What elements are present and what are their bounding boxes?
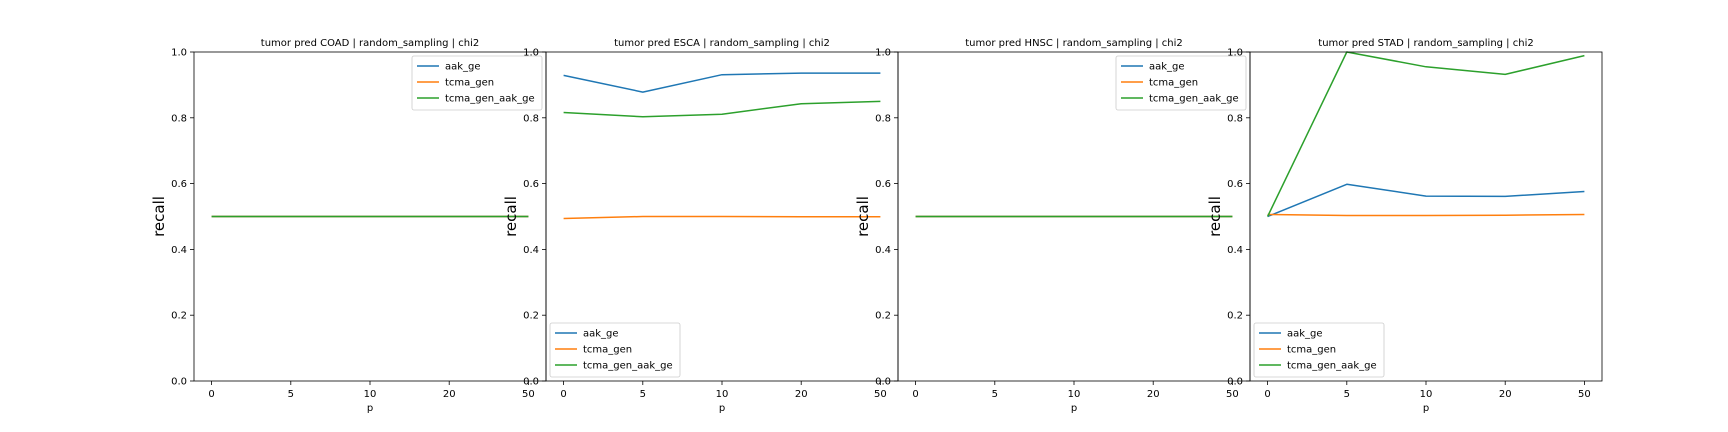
chart-title: tumor pred COAD | random_sampling | chi2: [261, 38, 479, 49]
chart-panel-1: tumor pred ESCA | random_sampling | chi2…: [502, 38, 899, 414]
legend-label: tcma_gen: [1149, 78, 1198, 89]
y-tick-label: 0.0: [1227, 377, 1243, 388]
y-tick-label: 0.2: [1227, 311, 1243, 322]
y-axis-label: recall: [1206, 196, 1224, 237]
x-axis-label: p: [1071, 403, 1077, 414]
y-tick-label: 0.4: [875, 245, 891, 256]
y-tick-label: 0.4: [523, 245, 539, 256]
y-tick-label: 0.8: [875, 113, 891, 124]
legend-box: [1253, 322, 1385, 378]
x-tick-label: 5: [288, 389, 294, 400]
legend-label: tcma_gen: [1287, 345, 1336, 356]
legend: aak_ge tcma_gen tcma_gen_aak_ge: [1253, 322, 1385, 378]
x-tick-label: 50: [1226, 389, 1239, 400]
x-tick-label: 20: [1499, 389, 1512, 400]
chart-title: tumor pred HNSC | random_sampling | chi2: [965, 38, 1183, 49]
y-tick-label: 1.0: [171, 48, 187, 59]
y-tick-label: 0.8: [1227, 113, 1243, 124]
series-line-tcma_gen: [563, 215, 881, 220]
y-tick-label: 0.2: [523, 311, 539, 322]
chart-panel-3: tumor pred STAD | random_sampling | chi2…: [1206, 38, 1603, 414]
y-tick-label: 0.8: [171, 113, 187, 124]
x-axis-label: p: [719, 403, 725, 414]
legend-label: aak_ge: [445, 62, 481, 73]
y-tick-label: 0.2: [875, 311, 891, 322]
x-tick-label: 50: [522, 389, 535, 400]
y-tick-label: 0.2: [171, 311, 187, 322]
legend-label: tcma_gen_aak_ge: [1149, 94, 1239, 105]
x-tick-label: 50: [1578, 389, 1591, 400]
y-tick-label: 0.6: [171, 179, 187, 190]
series-line-tcma_gen: [1267, 213, 1585, 217]
x-tick-label: 10: [1068, 389, 1081, 400]
chart-title: tumor pred ESCA | random_sampling | chi2: [614, 38, 830, 49]
y-axis-label: recall: [854, 196, 872, 237]
y-axis-label: recall: [502, 196, 520, 237]
y-tick-label: 1.0: [875, 48, 891, 59]
x-tick-label: 0: [1264, 389, 1270, 400]
x-tick-label: 5: [992, 389, 998, 400]
x-tick-label: 20: [1147, 389, 1160, 400]
x-tick-label: 20: [443, 389, 456, 400]
legend: aak_ge tcma_gen tcma_gen_aak_ge: [1115, 55, 1247, 111]
chart-title: tumor pred STAD | random_sampling | chi2: [1318, 38, 1533, 49]
x-tick-label: 5: [1344, 389, 1350, 400]
legend-label: tcma_gen: [583, 345, 632, 356]
legend-box: [549, 322, 681, 378]
y-tick-label: 0.6: [523, 179, 539, 190]
y-tick-label: 1.0: [523, 48, 539, 59]
series-line-tcma_gen_aak_ge: [1266, 51, 1585, 217]
chart-panel-2: tumor pred HNSC | random_sampling | chi2…: [854, 38, 1251, 414]
x-tick-label: 10: [716, 389, 729, 400]
legend-label: aak_ge: [1149, 62, 1185, 73]
x-tick-label: 0: [208, 389, 214, 400]
y-tick-label: 0.4: [171, 245, 187, 256]
y-tick-label: 0.4: [1227, 245, 1243, 256]
legend-box: [411, 55, 543, 111]
legend: aak_ge tcma_gen tcma_gen_aak_ge: [549, 322, 681, 378]
y-tick-label: 0.0: [171, 377, 187, 388]
series-line-aak_ge: [1267, 183, 1585, 218]
y-tick-label: 1.0: [1227, 48, 1243, 59]
x-tick-label: 5: [640, 389, 646, 400]
plot-frame: [1249, 51, 1603, 382]
legend-label: aak_ge: [583, 329, 619, 340]
series-line-tcma_gen_aak_ge: [563, 100, 881, 118]
legend-box: [1115, 55, 1247, 111]
x-axis-label: p: [1423, 403, 1429, 414]
x-tick-label: 50: [874, 389, 887, 400]
x-tick-label: 10: [1420, 389, 1433, 400]
legend-label: tcma_gen_aak_ge: [583, 361, 673, 372]
x-tick-label: 20: [795, 389, 808, 400]
y-tick-label: 0.6: [875, 179, 891, 190]
x-tick-label: 0: [560, 389, 566, 400]
x-tick-label: 10: [364, 389, 377, 400]
chart-panel-0: tumor pred COAD | random_sampling | chi2…: [150, 38, 547, 414]
series-line-aak_ge: [563, 72, 881, 93]
legend-label: tcma_gen_aak_ge: [445, 94, 535, 105]
legend-label: tcma_gen: [445, 78, 494, 89]
x-tick-label: 0: [912, 389, 918, 400]
legend: aak_ge tcma_gen tcma_gen_aak_ge: [411, 55, 543, 111]
x-axis-label: p: [367, 403, 373, 414]
y-tick-label: 0.0: [875, 377, 891, 388]
y-tick-label: 0.8: [523, 113, 539, 124]
y-tick-label: 0.0: [523, 377, 539, 388]
legend-label: aak_ge: [1287, 329, 1323, 340]
y-tick-label: 0.6: [1227, 179, 1243, 190]
legend-label: tcma_gen_aak_ge: [1287, 361, 1377, 372]
y-axis-label: recall: [150, 196, 168, 237]
